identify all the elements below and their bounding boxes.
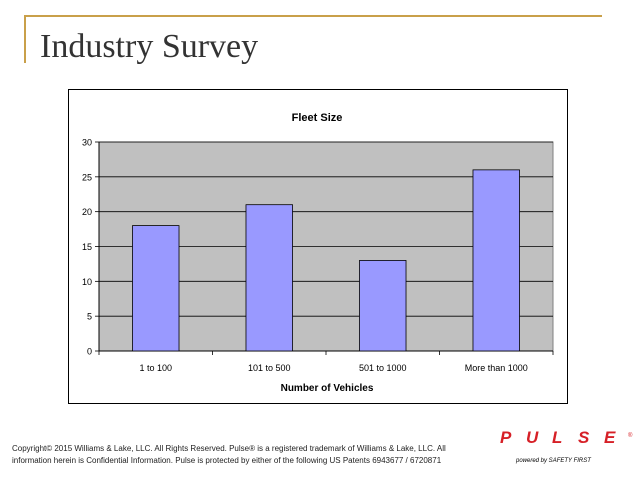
y-tick-label: 20 xyxy=(82,207,92,217)
x-tick-label: More than 1000 xyxy=(465,363,528,373)
x-tick-label: 101 to 500 xyxy=(248,363,291,373)
bar-1 xyxy=(245,204,293,352)
x-tick-label: 501 to 1000 xyxy=(359,363,407,373)
bar-0 xyxy=(132,225,180,352)
footer-line-2: information herein is Confidential Infor… xyxy=(12,456,442,465)
x-axis-label: Number of Vehicles xyxy=(281,383,374,394)
logo-letter: L xyxy=(552,428,562,447)
logo-registered-mark: ® xyxy=(628,432,633,439)
fleet-size-chart: Fleet Size 0 5 10 15 20 25 30 1 to 100 101 to 50… xyxy=(82,112,554,394)
title-frame-top-rule xyxy=(24,15,602,17)
slide-title: Industry Survey xyxy=(40,28,259,65)
y-tick-label: 30 xyxy=(82,138,92,148)
logo-letter: E xyxy=(604,428,616,447)
y-tick-label: 10 xyxy=(82,277,92,287)
logo-letter: S xyxy=(578,428,590,447)
y-tick-label: 0 xyxy=(87,347,92,357)
y-tick-label: 15 xyxy=(82,242,92,252)
logo-letter: P xyxy=(500,428,512,447)
x-tick-label: 1 to 100 xyxy=(139,363,172,373)
bar-2 xyxy=(359,260,407,352)
chart-container: Fleet Size 0 5 10 15 20 25 30 1 to 100 101 to 50… xyxy=(68,89,568,404)
logo-letter: U xyxy=(526,428,539,447)
copyright-footer: Copyright© 2015 Williams & Lake, LLC. Al… xyxy=(12,443,492,467)
chart-title: Fleet Size xyxy=(292,112,343,124)
footer-line-1: Copyright© 2015 Williams & Lake, LLC. Al… xyxy=(12,444,446,453)
y-tick-label: 5 xyxy=(87,312,92,322)
logo-tagline: powered by SAFETY FIRST xyxy=(515,458,592,464)
bar-3 xyxy=(472,169,520,352)
title-frame-left-rule xyxy=(24,15,26,63)
y-tick-label: 25 xyxy=(82,172,92,182)
